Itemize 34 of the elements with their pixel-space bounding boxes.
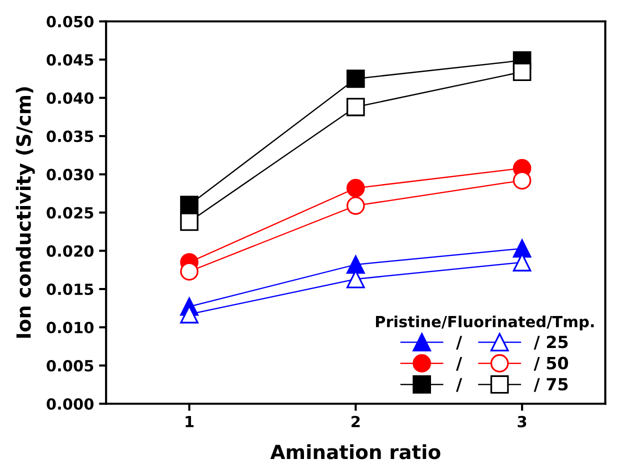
point: [180, 212, 198, 231]
y-tick-label: 0.025: [46, 207, 94, 219]
point: [512, 239, 532, 258]
x-tick-label: 3: [518, 416, 526, 428]
legend-label: / 75: [534, 378, 568, 392]
y-tick-label: 0.050: [46, 16, 94, 28]
point: [346, 70, 365, 88]
y-tick-label: 0.035: [46, 130, 94, 142]
x-axis-title: Amination ratio: [270, 444, 440, 460]
y-tick-label: 0.045: [46, 54, 94, 66]
point: [180, 262, 198, 281]
point: [346, 178, 365, 198]
y-tick-label: 0.000: [46, 398, 94, 410]
point: [512, 62, 532, 82]
y-tick-label: 0.030: [46, 168, 94, 180]
point: [180, 196, 198, 214]
y-tick-label: 0.020: [46, 245, 94, 257]
legend-label: /: [456, 336, 462, 350]
point: [346, 98, 365, 116]
y-axis-title: Ion conductivity (S/cm): [16, 87, 35, 338]
legend-title: Pristine/Fluorinated/Tmp.: [376, 316, 594, 330]
x-tick-label: 2: [352, 416, 360, 428]
point: [346, 255, 365, 274]
legend-label: / 25: [534, 336, 568, 350]
legend-label: /: [456, 378, 462, 392]
y-tick-label: 0.040: [46, 92, 94, 104]
y-tick-label: 0.010: [46, 322, 94, 334]
legend-label: / 50: [534, 356, 568, 371]
y-tick-label: 0.015: [46, 284, 94, 296]
x-tick-label: 1: [186, 416, 194, 428]
legend-label: /: [456, 357, 462, 371]
point: [346, 196, 365, 215]
y-tick-label: 0.005: [46, 360, 94, 372]
point: [512, 171, 532, 190]
